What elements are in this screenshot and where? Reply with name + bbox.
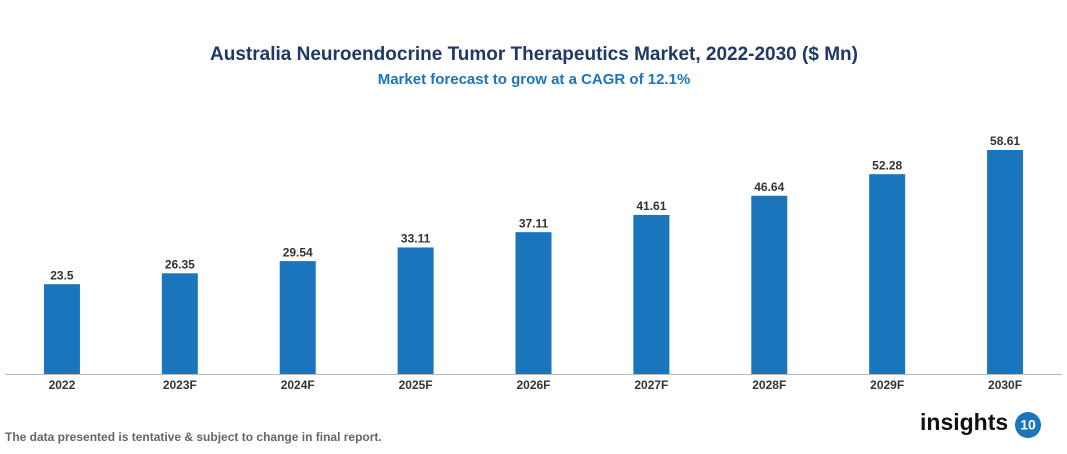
value-label: 26.35 xyxy=(165,257,195,271)
value-label: 33.11 xyxy=(401,232,431,246)
x-tick-label: 2024F xyxy=(281,378,315,392)
bar xyxy=(397,247,434,374)
bar xyxy=(279,261,316,374)
bar xyxy=(515,232,552,374)
x-tick-label: 2023F xyxy=(163,378,197,392)
logo-badge-text: 10 xyxy=(1020,417,1036,433)
value-label: 37.11 xyxy=(519,216,549,230)
bar xyxy=(161,273,198,374)
x-tick-label: 2022 xyxy=(49,378,76,392)
value-label: 58.61 xyxy=(990,134,1020,148)
x-tick-label: 2026F xyxy=(516,378,550,392)
value-label: 52.28 xyxy=(872,158,902,172)
chart-title: Australia Neuroendocrine Tumor Therapeut… xyxy=(210,44,858,65)
bar xyxy=(43,284,80,374)
logo-text: insights xyxy=(920,409,1008,435)
chart-subtitle: Market forecast to grow at a CAGR of 12.… xyxy=(378,71,691,88)
value-label: 23.5 xyxy=(50,268,74,282)
x-tick-label: 2027F xyxy=(634,378,668,392)
bar xyxy=(751,195,788,374)
value-label: 29.54 xyxy=(283,245,313,259)
value-label: 46.64 xyxy=(754,180,784,194)
bar xyxy=(633,214,670,374)
value-label: 41.61 xyxy=(636,199,666,213)
footer-note: The data presented is tentative & subjec… xyxy=(5,430,382,444)
x-tick-label: 2030F xyxy=(988,378,1022,392)
x-tick-label: 2025F xyxy=(399,378,433,392)
x-tick-label: 2028F xyxy=(752,378,786,392)
bar xyxy=(987,150,1024,374)
logo-badge xyxy=(1015,412,1041,438)
bar xyxy=(869,174,906,374)
x-tick-label: 2029F xyxy=(870,378,904,392)
